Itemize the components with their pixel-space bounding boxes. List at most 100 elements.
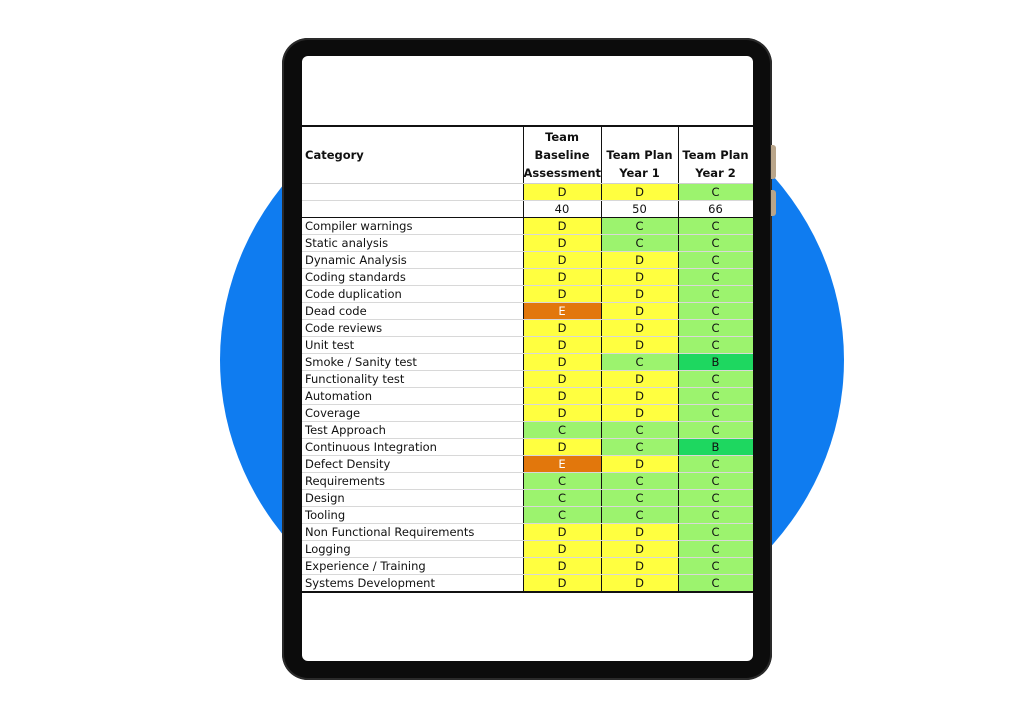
grade-year1-cell: C [600,438,678,456]
grade-year2-cell: C [677,472,753,490]
grade-year1-cell: D [600,387,678,405]
category-cell: Compiler warnings [302,217,523,235]
grade-year1-cell: C [600,472,678,490]
category-cell: Coverage [302,404,523,422]
table-row: Test Approach C C C [302,421,753,439]
table-row: Coverage D D C [302,404,753,422]
grade-year1-cell: D [600,455,678,473]
grade-baseline-cell: D [522,557,601,575]
table-row: Smoke / Sanity test D C B [302,353,753,371]
table-row: Requirements C C C [302,472,753,490]
grade-year1-cell: D [600,336,678,354]
category-cell: Dynamic Analysis [302,251,523,269]
grade-year1-cell: D [600,557,678,575]
grade-year1-cell: D [600,285,678,303]
grade-baseline-cell: D [522,251,601,269]
grade-baseline-cell: E [522,455,601,473]
grade-baseline-cell: D [522,404,601,422]
overall-grade-baseline: D [522,183,601,201]
category-cell: Non Functional Requirements [302,523,523,541]
grade-year2-cell: C [677,319,753,337]
plan-year1-header: Team Plan Year 1 [600,125,678,184]
grade-baseline-cell: D [522,370,601,388]
category-cell: Experience / Training [302,557,523,575]
table-row: Continuous Integration D C B [302,438,753,456]
table-row: Non Functional Requirements D D C [302,523,753,541]
grade-year2-cell: C [677,489,753,507]
tablet-screen: Category Team Baseline Assessment Team P… [302,56,753,661]
grade-year2-cell: C [677,455,753,473]
tablet-side-button [771,190,776,216]
grade-baseline-cell: D [522,540,601,558]
category-cell: Design [302,489,523,507]
table-row: Static analysis D C C [302,234,753,252]
score-row: 40 50 66 [302,200,753,218]
category-cell: Code duplication [302,285,523,303]
score-year1: 50 [600,200,678,218]
category-cell: Unit test [302,336,523,354]
grade-year1-cell: C [600,506,678,524]
grade-year1-cell: D [600,302,678,320]
overall-label-cell [302,183,523,201]
grade-year1-cell: C [600,353,678,371]
grade-year2-cell: C [677,404,753,422]
grade-year1-cell: D [600,404,678,422]
grade-baseline-cell: E [522,302,601,320]
grade-baseline-cell: D [522,574,601,593]
category-cell: Automation [302,387,523,405]
grade-year2-cell: C [677,251,753,269]
header-line: Team [545,130,579,144]
grade-year2-cell: B [677,353,753,371]
grade-year1-cell: D [600,540,678,558]
grade-baseline-cell: D [522,268,601,286]
grade-year1-cell: D [600,268,678,286]
grade-year2-cell: C [677,302,753,320]
category-cell: Logging [302,540,523,558]
table-row: Experience / Training D D C [302,557,753,575]
grade-baseline-cell: C [522,506,601,524]
category-cell: Static analysis [302,234,523,252]
table-row: Dynamic Analysis D D C [302,251,753,269]
grade-year1-cell: D [600,370,678,388]
table-row: Functionality test D D C [302,370,753,388]
table-row: Coding standards D D C [302,268,753,286]
category-cell: Coding standards [302,268,523,286]
grade-year2-cell: C [677,268,753,286]
grade-year1-cell: D [600,523,678,541]
grade-year2-cell: C [677,217,753,235]
category-cell: Dead code [302,302,523,320]
category-cell: Requirements [302,472,523,490]
grade-year2-cell: C [677,336,753,354]
grade-year2-cell: C [677,540,753,558]
header-line: Baseline [534,148,590,162]
grade-year1-cell: C [600,421,678,439]
category-cell: Continuous Integration [302,438,523,456]
grade-year2-cell: C [677,506,753,524]
header-line: Team Plan [682,148,749,162]
grade-baseline-cell: C [522,421,601,439]
overall-grade-year2: C [677,183,753,201]
grade-baseline-cell: D [522,217,601,235]
table-row: Tooling C C C [302,506,753,524]
score-year2: 66 [677,200,753,218]
grade-baseline-cell: C [522,489,601,507]
header-line: Year 1 [619,166,660,180]
table-row: Dead code E D C [302,302,753,320]
category-cell: Code reviews [302,319,523,337]
grade-year1-cell: C [600,217,678,235]
grade-year2-cell: C [677,421,753,439]
header-row: Category Team Baseline Assessment Team P… [302,125,753,184]
grade-year1-cell: C [600,234,678,252]
header-line: Team Plan [606,148,673,162]
header-line: Assessment [523,166,601,180]
category-header: Category [302,125,523,184]
table-row: Code reviews D D C [302,319,753,337]
baseline-assessment-header: Team Baseline Assessment [522,125,601,184]
grade-year1-cell: D [600,319,678,337]
category-cell: Test Approach [302,421,523,439]
grade-year1-cell: C [600,489,678,507]
grade-baseline-cell: D [522,319,601,337]
category-cell: Tooling [302,506,523,524]
header-line: Year 2 [695,166,736,180]
score-baseline: 40 [522,200,601,218]
